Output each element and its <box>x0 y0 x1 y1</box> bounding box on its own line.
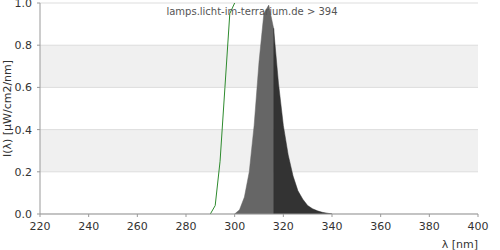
x-tick-label: 400 <box>468 220 489 233</box>
x-tick <box>137 214 138 217</box>
grid-line <box>40 45 478 46</box>
x-tick-label: 320 <box>273 220 294 233</box>
x-tick <box>186 214 187 217</box>
x-tick-label: 340 <box>322 220 343 233</box>
x-tick-label: 220 <box>30 220 51 233</box>
y-tick <box>37 171 40 172</box>
x-axis-label: λ [nm] <box>442 238 478 250</box>
y-tick-label: 0.2 <box>15 166 33 179</box>
x-tick-label: 280 <box>176 220 197 233</box>
y-tick-label: 0.8 <box>15 39 33 52</box>
x-tick-label: 300 <box>224 220 245 233</box>
y-tick <box>37 87 40 88</box>
x-tick <box>88 214 89 217</box>
x-tick <box>283 214 284 217</box>
y-tick-label: 1.0 <box>15 0 33 10</box>
grid-line <box>40 214 478 215</box>
y-tick <box>37 214 40 215</box>
y-tick <box>37 129 40 130</box>
plot-area <box>210 3 332 214</box>
x-tick <box>234 214 235 217</box>
title: lamps.licht-im-terrarium.de > 394 <box>166 6 337 17</box>
x-tick <box>332 214 333 217</box>
x-tick <box>478 214 479 217</box>
area <box>235 5 274 214</box>
x-tick-label: 380 <box>419 220 440 233</box>
area <box>274 28 332 214</box>
x-tick-label: 360 <box>370 220 391 233</box>
y-tick <box>37 45 40 46</box>
x-tick-label: 240 <box>78 220 99 233</box>
grid-line <box>40 3 478 4</box>
x-axis <box>40 214 478 215</box>
y-tick-label: 0.6 <box>15 81 33 94</box>
x-tick <box>429 214 430 217</box>
line <box>210 3 234 214</box>
chart: 220 240 260 280 300 320 340 360 380 400 0.0 0.2 0.4 0… <box>0 0 500 250</box>
x-tick-label: 260 <box>127 220 148 233</box>
y-tick-label: 0.0 <box>15 208 33 221</box>
x-tick <box>380 214 381 217</box>
y-tick-label: 0.4 <box>15 124 33 137</box>
y-axis-label: I(λ) [µW/cm2/nm] <box>1 60 14 157</box>
y-tick <box>37 3 40 4</box>
y-axis <box>40 3 41 214</box>
